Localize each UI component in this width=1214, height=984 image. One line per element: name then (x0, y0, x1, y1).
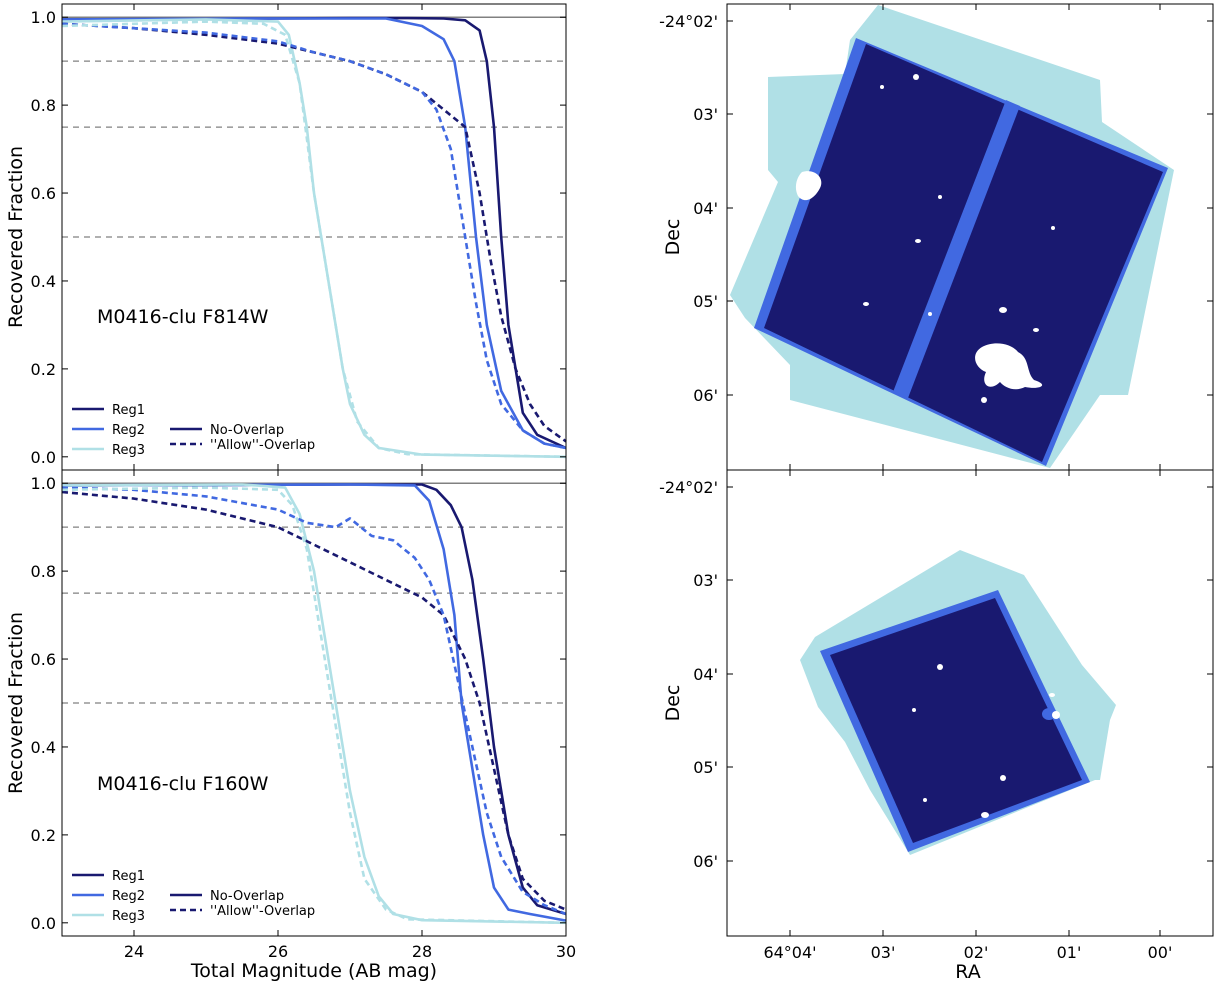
series-line-reg2-allow-overlap (61, 486, 567, 916)
y-tick-label: 0.8 (31, 96, 56, 115)
dec-tick-label: 03' (693, 105, 718, 124)
completeness-chart-f160w: 0.0 0.2 0.4 0.6 0.8 1.0 24 26 28 30 M0416-clu F16… (5, 469, 576, 982)
ra-tick-label: 64°04' (763, 943, 816, 962)
axes-frame (61, 469, 567, 937)
series-line-reg2-allow-overlap (61, 22, 567, 450)
x-tick-label: 28 (412, 942, 432, 961)
ra-tick-label: 03' (871, 943, 896, 962)
legend: Reg1 Reg2 Reg3 No-Overlap''Allow''-Overlap (72, 869, 315, 924)
reg1-footprint (830, 598, 1082, 843)
y-tick-label: 0.0 (31, 448, 56, 467)
footprint-map-f160w: Dec RA -24°02' 03' 04' 05' 06' 64°04' 03' 02' 01… (659, 469, 1214, 983)
dec-tick-label: 05' (693, 758, 718, 777)
ra-tick-label: 00' (1148, 943, 1173, 962)
series-line-reg2-no-overlap (61, 17, 567, 450)
ra-tick-label: 02' (964, 943, 989, 962)
y-tick-label: 0.4 (31, 738, 56, 757)
legend-style-label: ''Allow''-Overlap (210, 438, 315, 453)
dec-tick-label: -24°02' (659, 478, 718, 497)
masked-regions (795, 74, 1055, 403)
legend-label-reg2: Reg2 (112, 423, 145, 438)
dec-tick-label: 06' (693, 852, 718, 871)
y-tick-label: 0.2 (31, 826, 56, 845)
y-axis-label: Recovered Fraction (5, 612, 27, 794)
y-axis-label: Recovered Fraction (5, 146, 27, 328)
series-line-reg3-no-overlap (61, 483, 567, 925)
x-axis-label: Total Magnitude (AB mag) (190, 960, 437, 982)
dec-tick-label: 04' (693, 199, 718, 218)
y-tick-label: 0.6 (31, 650, 56, 669)
completeness-chart-f814w: 0.0 0.2 0.4 0.6 0.8 1.0 M0416-clu F814W Recov… (5, 3, 567, 471)
dec-tick-label: 05' (693, 292, 718, 311)
series-line-reg3-allow-overlap (61, 20, 567, 459)
axes-frame (61, 3, 567, 471)
dec-axis-label: Dec (662, 219, 684, 256)
reg2-chip-gap (893, 100, 1020, 398)
dec-tick-label: 06' (693, 386, 718, 405)
ra-axis-label: RA (955, 961, 980, 983)
series-line-reg2-no-overlap (61, 483, 567, 922)
y-tick-label: 0.0 (31, 914, 56, 933)
coordinate-ticks: -24°02' 03' 04' 05' 06' 64°04' 03' 02' 01' 00' (659, 470, 1213, 962)
legend-label-reg3: Reg3 (112, 909, 145, 924)
legend-style-label: No-Overlap (210, 889, 284, 904)
dec-ticks: -24°02' 03' 04' 05' 06' (659, 4, 1213, 470)
legend: Reg1 Reg2 Reg3 No-Overlap''Allow''-Overlap (72, 403, 315, 458)
chart-annotation: M0416-clu F814W (97, 306, 269, 328)
dec-tick-label: 03' (693, 571, 718, 590)
legend-style-label: ''Allow''-Overlap (210, 904, 315, 919)
x-tick-label: 24 (124, 942, 144, 961)
series-line-reg1-no-overlap (61, 16, 567, 450)
series-line-reg1-allow-overlap (61, 490, 567, 911)
series-line-reg3-allow-overlap (61, 486, 567, 925)
legend-label-reg2: Reg2 (112, 889, 145, 904)
x-tick-label: 26 (268, 942, 288, 961)
legend-label-reg1: Reg1 (112, 403, 145, 418)
plot-area: 0.0 0.2 0.4 0.6 0.8 1.0 (31, 4, 567, 470)
series-line-reg1-no-overlap (61, 483, 567, 916)
y-tick-label: 1.0 (31, 8, 56, 27)
dec-axis-label: Dec (662, 685, 684, 722)
legend-style-label: No-Overlap (210, 423, 284, 438)
legend-label-reg3: Reg3 (112, 443, 145, 458)
legend-label-reg1: Reg1 (112, 869, 145, 884)
y-tick-label: 0.8 (31, 562, 56, 581)
ra-tick-label: 01' (1057, 943, 1082, 962)
dec-tick-label: -24°02' (659, 12, 718, 31)
series-line-reg1-allow-overlap (61, 22, 567, 443)
y-tick-label: 0.2 (31, 360, 56, 379)
plot-area: 0.0 0.2 0.4 0.6 0.8 1.0 24 26 28 30 (31, 470, 576, 961)
map-frame (726, 469, 1214, 937)
y-tick-label: 0.6 (31, 184, 56, 203)
y-tick-label: 0.4 (31, 272, 56, 291)
x-tick-label: 30 (556, 942, 576, 961)
chart-annotation: M0416-clu F160W (97, 773, 269, 795)
y-tick-label: 1.0 (31, 474, 56, 493)
dec-tick-label: 04' (693, 665, 718, 684)
masked-regions (912, 664, 1060, 818)
footprint-map-f814w: Dec -24°02' 03' 04' 05' 06' (659, 3, 1214, 471)
